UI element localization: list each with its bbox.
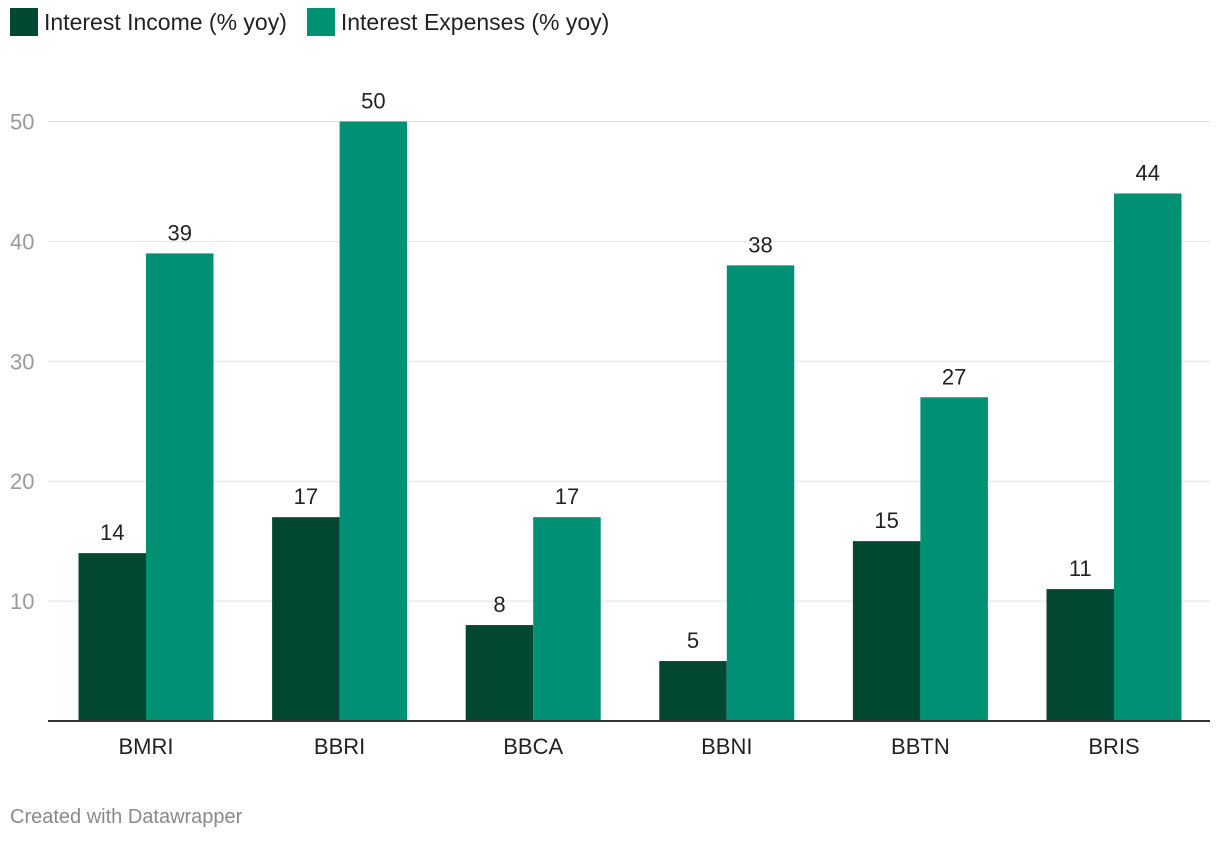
bar-income-bbca xyxy=(465,625,534,721)
data-label: 8 xyxy=(493,592,505,617)
y-tick-label: 20 xyxy=(10,469,34,494)
legend-label-expenses: Interest Expenses (% yoy) xyxy=(340,8,610,35)
data-label: 17 xyxy=(294,484,318,509)
footer-credit: Created with Datawrapper xyxy=(10,806,243,828)
data-label: 15 xyxy=(874,508,898,533)
y-tick-label: 50 xyxy=(10,110,34,135)
data-label: 44 xyxy=(1136,160,1160,185)
bar-expenses-bmri xyxy=(146,253,214,721)
legend-swatch-expenses xyxy=(306,8,335,36)
y-tick-label: 40 xyxy=(10,229,34,254)
x-tick-label: BRIS xyxy=(1088,734,1139,759)
bar-income-bris xyxy=(1046,589,1114,721)
bar-expenses-bbri xyxy=(339,121,408,721)
x-tick-label: BMRI xyxy=(119,734,174,759)
data-label: 27 xyxy=(942,364,966,389)
legend-item-income: Interest Income (% yoy) xyxy=(10,8,287,36)
data-label: 17 xyxy=(555,484,579,509)
bar-income-bbni xyxy=(659,661,727,721)
y-tick-label: 10 xyxy=(10,589,34,614)
bar-income-bmri xyxy=(78,553,146,721)
data-label: 5 xyxy=(687,628,699,653)
data-label: 50 xyxy=(361,89,385,114)
x-tick-label: BBRI xyxy=(314,734,365,759)
bar-expenses-bbca xyxy=(533,517,601,721)
data-label: 11 xyxy=(1069,556,1092,581)
data-label: 38 xyxy=(748,232,772,257)
data-label: 39 xyxy=(168,220,192,245)
y-tick-label: 30 xyxy=(10,349,34,374)
legend: Interest Income (% yoy) Interest Expense… xyxy=(10,8,629,36)
bar-income-bbtn xyxy=(852,541,921,721)
data-label: 14 xyxy=(100,520,124,545)
x-tick-label: BBNI xyxy=(701,734,752,759)
x-tick-label: BBCA xyxy=(503,734,563,759)
legend-label-income: Interest Income (% yoy) xyxy=(44,8,287,35)
bar-expenses-bris xyxy=(1114,193,1182,721)
bar-income-bbri xyxy=(272,517,340,721)
x-tick-label: BBTN xyxy=(891,734,950,759)
bar-expenses-bbtn xyxy=(920,397,988,721)
legend-swatch-income xyxy=(10,8,38,36)
bar-expenses-bbni xyxy=(726,265,795,721)
legend-item-expenses: Interest Expenses (% yoy) xyxy=(306,8,610,36)
